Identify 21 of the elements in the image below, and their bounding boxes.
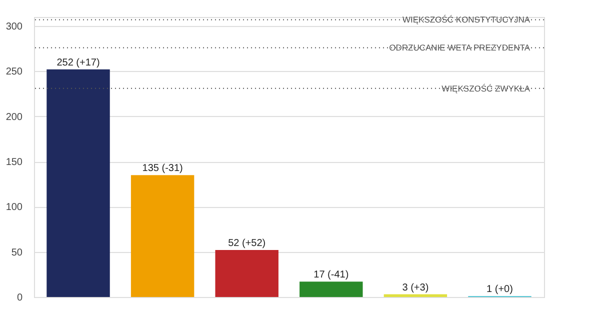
data-label: 252 (+17) [56,57,100,68]
y-tick-label: 300 [6,22,23,33]
bar [384,294,448,297]
bar [130,175,194,297]
ref-line-label: ODRZUCANIE WETA PREZYDENTA [389,42,530,53]
y-tick-label: 200 [6,112,23,123]
y-tick-label: 50 [11,247,23,258]
y-tick-label: 100 [6,202,23,214]
data-label: 135 (-31) [142,163,183,174]
bar [215,250,278,297]
y-tick-label: 250 [6,66,23,78]
data-label: 3 (+3) [402,282,429,294]
y-tick-label: 0 [16,292,23,304]
y-tick-label: 150 [6,157,23,168]
ref-line-label: WIĘKSZOŚĆ ZWYKŁA [442,83,530,94]
ref-line-label: WIĘKSZOŚĆ KONSTYTUCYJNA [402,14,530,25]
data-label: 52 (+52) [228,238,266,250]
data-label: 17 (-41) [314,270,349,281]
bar [46,69,110,297]
data-label: 1 (+0) [486,284,513,296]
bar [300,282,363,297]
